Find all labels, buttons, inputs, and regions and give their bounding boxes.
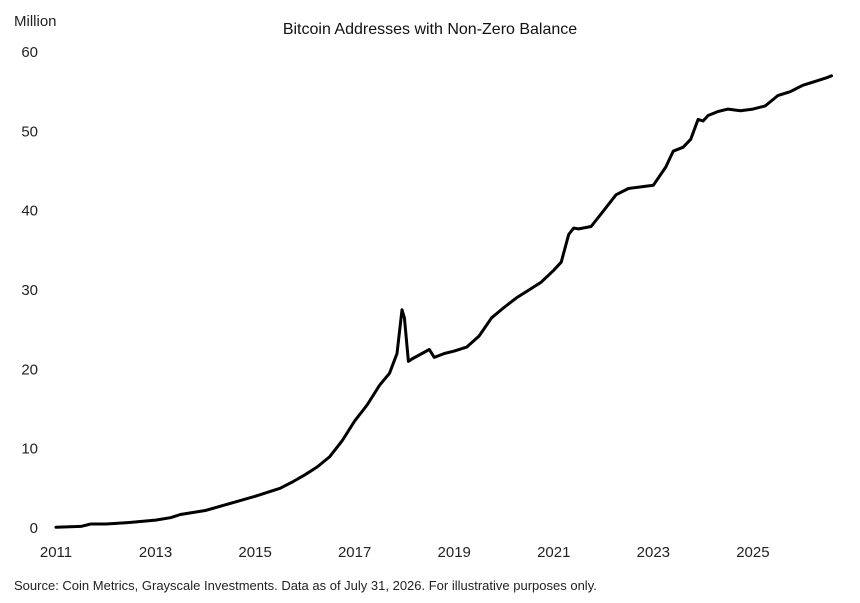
y-axis-ticks: 0 10 20 30 40 50 60 bbox=[21, 44, 38, 537]
x-tick-label: 2011 bbox=[40, 544, 72, 561]
x-axis-ticks: 2011 2013 2015 2017 2019 2021 2023 2025 bbox=[40, 544, 770, 561]
x-tick-label: 2023 bbox=[637, 544, 670, 561]
x-tick-label: 2025 bbox=[736, 544, 769, 561]
source-note: Source: Coin Metrics, Grayscale Investme… bbox=[14, 578, 597, 593]
y-tick-label: 20 bbox=[21, 361, 38, 378]
series-line bbox=[54, 74, 833, 529]
x-tick-label: 2021 bbox=[537, 544, 570, 561]
series-group bbox=[54, 74, 833, 529]
x-tick-label: 2019 bbox=[438, 544, 471, 561]
y-tick-label: 10 bbox=[21, 441, 38, 458]
x-tick-label: 2013 bbox=[139, 544, 172, 561]
y-axis-unit-label: Million bbox=[14, 13, 57, 30]
y-tick-label: 50 bbox=[21, 123, 38, 140]
y-tick-label: 30 bbox=[21, 282, 38, 299]
y-tick-label: 60 bbox=[21, 44, 38, 61]
y-tick-label: 0 bbox=[30, 520, 38, 537]
y-tick-label: 40 bbox=[21, 203, 38, 220]
x-tick-label: 2015 bbox=[238, 544, 271, 561]
x-tick-label: 2017 bbox=[338, 544, 371, 561]
chart-title: Bitcoin Addresses with Non-Zero Balance bbox=[283, 21, 577, 38]
